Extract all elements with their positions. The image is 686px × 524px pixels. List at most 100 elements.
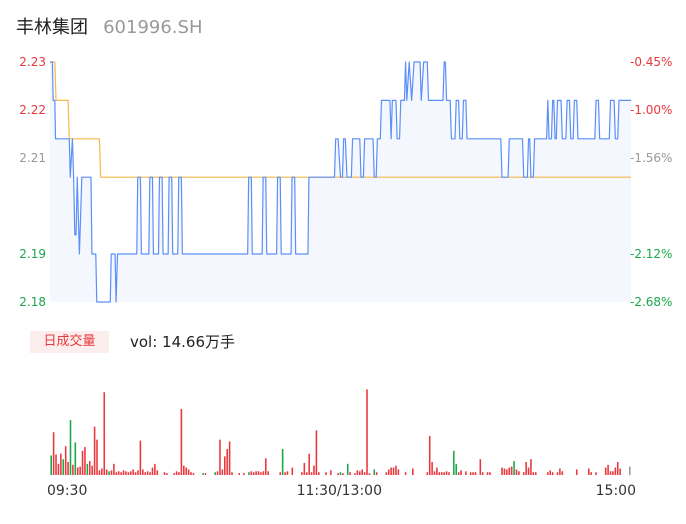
volume-bar [192,473,195,475]
volume-bar [214,472,216,475]
volume-bar [508,467,511,475]
volume-bar [149,472,151,475]
time-tick-label: 11:30/13:00 [297,483,382,499]
volume-bar [122,470,125,475]
volume-bar [330,470,332,475]
volume-bar [93,426,96,475]
price-tick-label: 2.23 [19,55,46,69]
volume-bar [303,462,306,475]
volume-bar [284,472,286,475]
volume-bar [510,466,513,475]
volume-bar [231,472,233,475]
volume-bar [67,461,69,475]
volume-bar [445,471,448,475]
volume-bar [460,470,462,475]
volume-bar [559,468,561,475]
volume-bar [390,467,392,475]
volume-bar [337,473,339,475]
volume-bar [455,463,457,475]
volume-bar [250,471,253,475]
volume-bar [368,473,371,475]
volume-bar [262,471,265,475]
volume-bar [549,470,552,475]
volume-bar [279,472,282,475]
price-tick-label: 2.19 [19,247,46,261]
volume-bar [238,473,241,475]
volume-bar [81,450,84,475]
pct-tick-label: -2.12% [630,247,672,261]
price-tick-label: 2.22 [19,103,46,117]
volume-bar [525,461,527,475]
stock-header: 丰林集团 601996.SH [16,13,203,39]
volume-bar [474,472,477,475]
volume-bar [257,471,260,475]
volume-bar [204,473,207,475]
volume-bar [224,456,226,475]
volume-bar [575,469,578,475]
volume-bar [129,471,132,475]
volume-bar [506,469,508,475]
volume-label: vol: 14.66万手 [130,333,235,351]
volume-bar [426,472,429,475]
volume-bar [515,469,518,475]
volume-bar [76,467,79,475]
volume-bar [117,471,120,475]
volume-bar [142,469,144,475]
volume-bar [448,472,450,475]
volume-bar [453,450,455,475]
volume-bar [255,471,257,475]
volume-bar [175,471,178,475]
volume-bar [397,469,400,475]
volume-bar [503,468,506,475]
pct-tick-label: -0.45% [630,55,672,69]
daily-volume-badge[interactable]: 日成交量 [30,331,109,353]
volume-bar [178,472,180,475]
volume-bar [286,471,289,475]
volume-bar [469,472,472,475]
volume-bar [457,472,460,475]
volume-bar [252,472,255,475]
volume-bar [346,463,349,475]
pct-tick-label: -1.00% [630,103,672,117]
volume-bar [363,472,366,475]
volume-bar [431,461,433,475]
volume-bar [532,472,535,475]
volume-bar [547,472,549,475]
volume-bar [108,471,110,475]
volume-bar [137,470,139,475]
volume-bar [219,439,221,475]
volume-bar [513,461,515,475]
volume-bar [590,472,593,475]
volume-bar [472,472,474,475]
volume-bar [134,472,137,475]
volume-bar [226,448,228,475]
volume-bar [183,465,185,475]
volume-bar [72,464,74,475]
volume-bar [354,473,356,475]
volume-bar [281,448,284,475]
volume-bar [395,465,397,475]
volume-bar [101,468,103,475]
volume-bar [187,469,190,475]
volume-bar [221,469,224,475]
volume-bar [154,463,156,475]
volume-bar [486,472,489,475]
volume-bar [216,471,219,475]
volume-bar [619,468,621,475]
volume-bar [534,472,537,475]
volume-bar [518,471,520,475]
volume-bar [74,442,77,475]
volume-bar [530,459,532,475]
volume-bar [110,470,113,475]
volume-bar [609,471,612,475]
volume-bar [318,472,320,475]
volume-bar [612,471,614,475]
volume-bar [228,441,231,475]
volume-bar [436,467,438,475]
stock-code: 601996.SH [103,17,203,38]
volume-bar [146,471,149,475]
time-tick-label: 09:30 [47,483,87,499]
volume-bar [113,463,115,475]
volume-bar [163,472,166,475]
